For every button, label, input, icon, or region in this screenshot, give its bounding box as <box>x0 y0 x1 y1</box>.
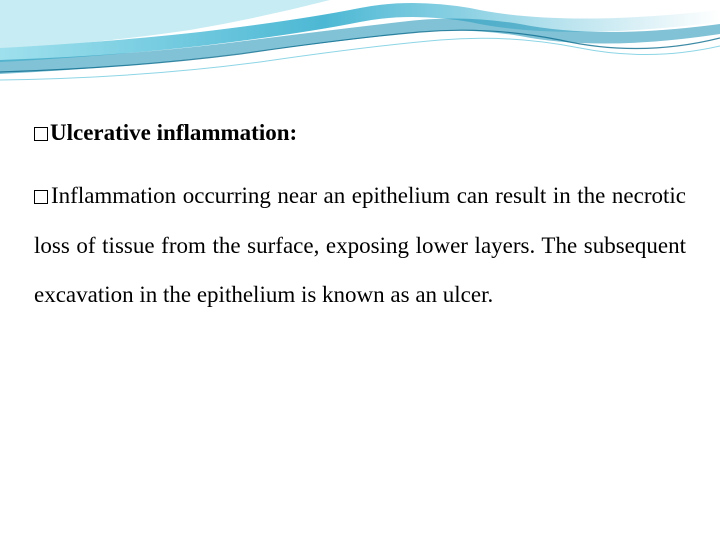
body-paragraph: Inflammation occurring near an epitheliu… <box>34 171 686 319</box>
bullet-box-icon <box>34 127 48 141</box>
heading-text: Ulcerative inflammation: <box>50 120 297 145</box>
heading-row: Ulcerative inflammation: <box>34 108 686 157</box>
bullet-box-icon <box>34 190 48 204</box>
content-area: Ulcerative inflammation: Inflammation oc… <box>34 108 686 320</box>
body-text-content: Inflammation occurring near an epitheliu… <box>34 183 686 307</box>
wave-svg <box>0 0 720 95</box>
header-wave-decoration <box>0 0 720 95</box>
slide: Ulcerative inflammation: Inflammation oc… <box>0 0 720 540</box>
